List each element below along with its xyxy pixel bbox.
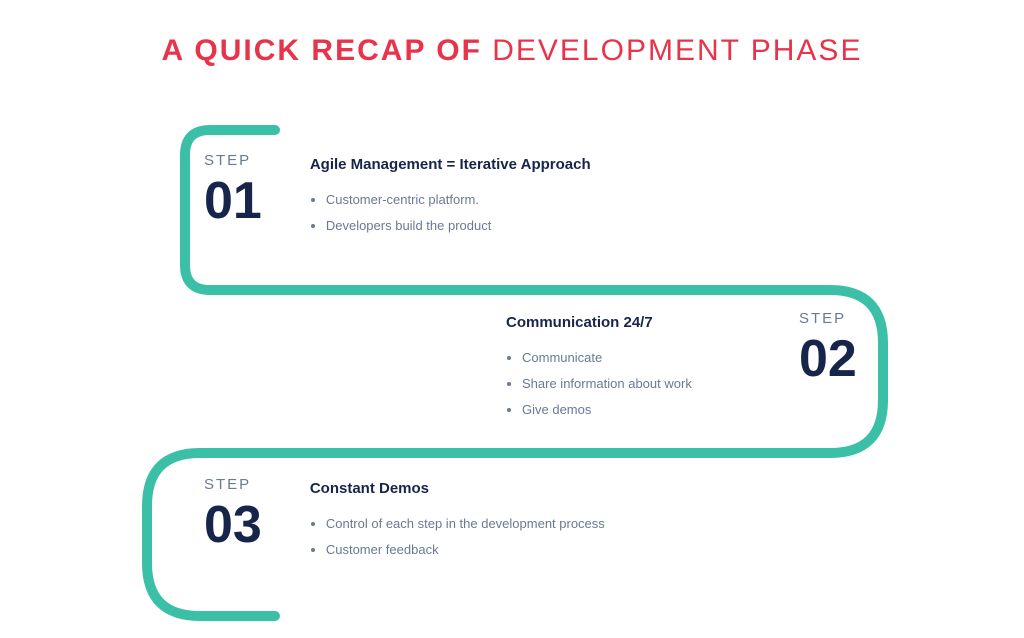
step-1-bullets: Customer-centric platform. Developers bu… [310,187,591,239]
step-2-bullet: Communicate [522,345,751,371]
step-2-bullet: Share information about work [522,371,751,397]
step-3-bullets: Control of each step in the development … [310,511,605,563]
step-1-bullet: Developers build the product [326,213,591,239]
step-2-col: STEP 02 [799,310,857,423]
title-bold: A QUICK RECAP OF [162,34,482,67]
step-2-label: STEP [799,310,857,327]
step-1-label: STEP [204,152,262,169]
step-3-bullet: Control of each step in the development … [326,511,605,537]
step-3-title: Constant Demos [310,480,605,497]
step-2-block: Communication 24/7 Communicate Share inf… [506,310,857,423]
step-2-content: Communication 24/7 Communicate Share inf… [506,310,751,423]
step-2-bullet: Give demos [522,397,751,423]
title-light: DEVELOPMENT PHASE [482,34,863,67]
page-title: A QUICK RECAP OF DEVELOPMENT PHASE [0,34,1024,68]
step-1-block: STEP 01 Agile Management = Iterative App… [204,152,591,239]
step-3-bullet: Customer feedback [326,537,605,563]
step-1-bullet: Customer-centric platform. [326,187,591,213]
step-3-col: STEP 03 [204,476,262,563]
step-1-content: Agile Management = Iterative Approach Cu… [310,152,591,239]
step-1-number: 01 [204,175,262,227]
step-2-bullets: Communicate Share information about work… [506,345,751,423]
step-3-block: STEP 03 Constant Demos Control of each s… [204,476,605,563]
step-2-number: 02 [799,333,857,385]
step-1-col: STEP 01 [204,152,262,239]
step-3-label: STEP [204,476,262,493]
step-2-title: Communication 24/7 [506,314,751,331]
step-3-number: 03 [204,499,262,551]
step-3-content: Constant Demos Control of each step in t… [310,476,605,563]
step-1-title: Agile Management = Iterative Approach [310,156,591,173]
